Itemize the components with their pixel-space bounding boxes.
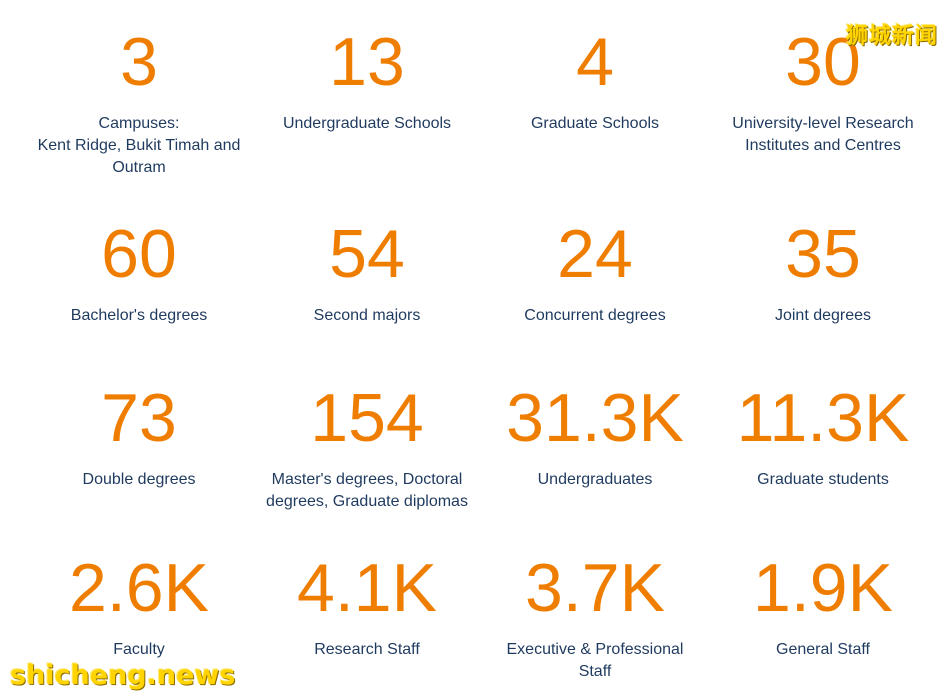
stat-value: 13 (329, 24, 405, 100)
stat-concurrent-degrees: 24 Concurrent degrees (481, 220, 709, 327)
stat-value: 3 (120, 24, 158, 100)
stat-value: 154 (310, 380, 424, 456)
stat-label: Bachelor's degrees (70, 307, 208, 324)
stat-value: 73 (101, 380, 177, 456)
stat-research-staff: 4.1K Research Staff (253, 554, 481, 661)
stat-label: Concurrent degrees (524, 307, 666, 324)
stat-value: 11.3K (736, 380, 910, 456)
stat-label: Campuses: Kent Ridge, Bukit Timah and Ou… (37, 115, 241, 176)
stat-bachelors-degrees: 60 Bachelor's degrees (25, 220, 253, 327)
stat-undergraduates: 31.3K Undergraduates (481, 384, 709, 491)
stat-label: Research Staff (314, 641, 420, 658)
stat-graduate-students: 11.3K Graduate students (709, 384, 937, 491)
stat-value: 35 (785, 216, 861, 292)
stat-label: Second majors (313, 307, 421, 324)
stat-value: 4 (576, 24, 614, 100)
stat-graduate-programmes: 154 Master's degrees, Doctoral degrees, … (253, 384, 481, 513)
stat-value: 54 (329, 216, 405, 292)
stats-grid: 3 Campuses: Kent Ridge, Bukit Timah and … (25, 0, 937, 697)
stat-value: 3.7K (525, 550, 665, 626)
stat-value: 24 (557, 216, 633, 292)
stat-label: Faculty (113, 641, 165, 658)
stat-value: 2.6K (69, 550, 209, 626)
stat-double-degrees: 73 Double degrees (25, 384, 253, 491)
stat-label: Double degrees (82, 471, 196, 488)
watermark-bottom-left: shicheng.news (10, 660, 236, 691)
stat-label: Undergraduate Schools (282, 115, 452, 132)
stat-label: Graduate students (757, 471, 889, 488)
stat-campuses: 3 Campuses: Kent Ridge, Bukit Timah and … (25, 28, 253, 179)
stat-value: 60 (101, 216, 177, 292)
stat-graduate-schools: 4 Graduate Schools (481, 28, 709, 135)
stat-faculty: 2.6K Faculty (25, 554, 253, 661)
stat-label: General Staff (776, 641, 870, 658)
stat-undergraduate-schools: 13 Undergraduate Schools (253, 28, 481, 135)
stat-second-majors: 54 Second majors (253, 220, 481, 327)
stat-value: 30 (785, 24, 861, 100)
stat-executive-professional-staff: 3.7K Executive & Professional Staff (481, 554, 709, 683)
stat-label: Joint degrees (774, 307, 872, 324)
stat-value: 1.9K (753, 550, 893, 626)
stat-research-institutes: 30 University-level Research Institutes … (709, 28, 937, 157)
stat-general-staff: 1.9K General Staff (709, 554, 937, 661)
stat-label: Master's degrees, Doctoral degrees, Grad… (266, 471, 468, 510)
stat-label: Undergraduates (537, 471, 653, 488)
stat-value: 31.3K (506, 380, 684, 456)
stat-label: Graduate Schools (530, 115, 660, 132)
stat-label: University-level Research Institutes and… (732, 115, 914, 154)
stat-joint-degrees: 35 Joint degrees (709, 220, 937, 327)
stat-value: 4.1K (297, 550, 437, 626)
watermark-top-right: 狮城新闻 (845, 24, 938, 49)
stat-label: Executive & Professional Staff (506, 641, 684, 680)
